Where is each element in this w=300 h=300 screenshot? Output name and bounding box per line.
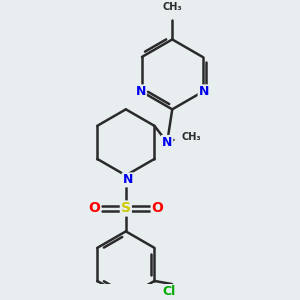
Text: CH₃: CH₃: [181, 132, 201, 142]
Text: O: O: [88, 202, 100, 215]
Text: S: S: [121, 202, 131, 215]
Text: Cl: Cl: [162, 285, 176, 298]
Text: N: N: [199, 85, 209, 98]
Text: N: N: [136, 85, 146, 98]
Text: O: O: [152, 202, 164, 215]
Text: N: N: [123, 173, 133, 186]
Text: N: N: [162, 136, 172, 149]
Text: CH₃: CH₃: [162, 2, 182, 12]
